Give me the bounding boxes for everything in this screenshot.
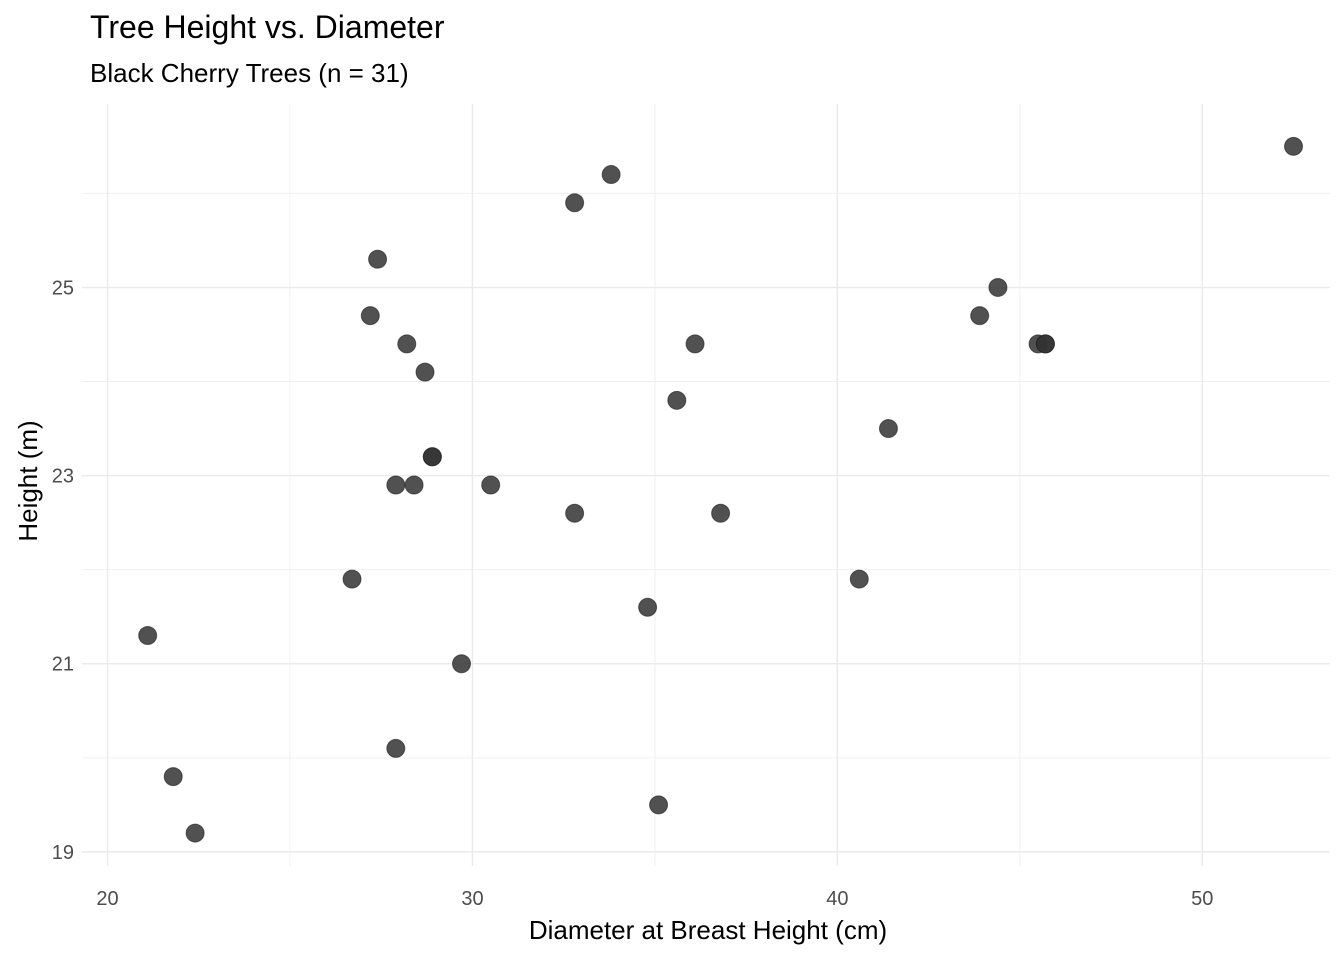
x-tick-label: 30 xyxy=(461,888,483,910)
data-point xyxy=(404,475,424,495)
major-gridlines xyxy=(82,104,1330,866)
minor-gridlines xyxy=(82,104,1330,866)
data-point xyxy=(452,654,472,674)
data-point xyxy=(342,569,362,589)
data-point xyxy=(481,475,501,495)
x-axis-title: Diameter at Breast Height (cm) xyxy=(529,915,887,945)
y-axis-title: Height (m) xyxy=(13,420,43,541)
y-axis-ticks: 19 21 23 25 xyxy=(52,277,74,863)
y-tick-label: 23 xyxy=(52,466,74,488)
data-point xyxy=(360,306,380,326)
data-point xyxy=(849,569,869,589)
data-point xyxy=(415,362,435,382)
data-point xyxy=(163,767,183,787)
data-point xyxy=(1035,334,1055,354)
data-point xyxy=(711,503,731,523)
data-point xyxy=(878,419,898,439)
data-point xyxy=(638,597,658,617)
chart-title: Tree Height vs. Diameter xyxy=(90,9,445,45)
data-point xyxy=(422,447,442,467)
x-axis-ticks: 20 30 40 50 xyxy=(96,888,1213,910)
data-point xyxy=(386,475,406,495)
x-tick-label: 20 xyxy=(96,888,118,910)
data-point xyxy=(185,823,205,843)
x-tick-label: 50 xyxy=(1191,888,1213,910)
data-point xyxy=(386,738,406,758)
chart-subtitle: Black Cherry Trees (n = 31) xyxy=(90,58,409,88)
y-tick-label: 19 xyxy=(52,842,74,864)
y-tick-label: 21 xyxy=(52,654,74,676)
data-point xyxy=(1284,136,1304,156)
data-point xyxy=(970,306,990,326)
data-point xyxy=(397,334,417,354)
data-points xyxy=(138,136,1304,843)
data-point xyxy=(565,193,585,213)
x-tick-label: 40 xyxy=(826,888,848,910)
data-point xyxy=(138,626,158,646)
data-point xyxy=(565,503,585,523)
data-point xyxy=(685,334,705,354)
data-point xyxy=(601,165,621,185)
data-point xyxy=(368,249,388,269)
data-point xyxy=(649,795,669,815)
data-point xyxy=(667,390,687,410)
data-point xyxy=(988,277,1008,297)
y-tick-label: 25 xyxy=(52,277,74,299)
